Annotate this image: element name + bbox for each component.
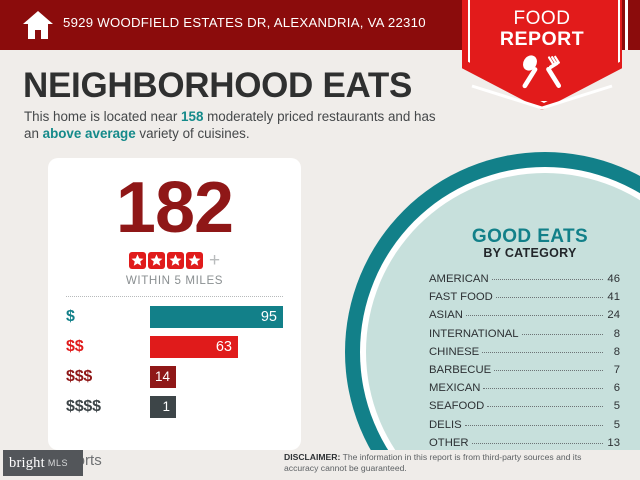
page-subtitle: This home is located near 158 moderately… [24,109,454,142]
star-rating: + [48,250,301,271]
leader-dots [491,278,603,280]
category-row: MEXICAN 6 [429,379,620,397]
spoon-fork-icon [522,55,562,89]
leader-dots [494,369,603,371]
disclaimer-body: The information in this report is from t… [284,452,582,473]
footer-bar [0,450,640,480]
disclaimer-label: DISCLAIMER: [284,452,341,462]
star-icon [147,252,165,269]
category-row: INTERNATIONAL 8 [429,325,620,343]
category-name: FAST FOOD [429,291,493,304]
price-level-value: 14 [154,369,170,384]
card-divider [66,296,283,297]
leader-dots [495,296,603,299]
star-icon [166,252,184,269]
price-level-bar: 95 [150,306,283,328]
price-level-label: $$$ [66,368,93,385]
good-eats-subtitle: BY CATEGORY [483,246,577,260]
restaurant-count: 182 [115,168,234,248]
price-level-value: 1 [162,399,170,414]
category-name: SEAFOOD [429,400,485,413]
category-row: SEAFOOD 5 [429,397,620,415]
leader-dots [483,387,603,390]
leader-dots [465,314,603,317]
subtitle-part-3: variety of cuisines. [135,125,250,141]
logo-mls-text: MLS [47,458,69,468]
logo-wordmark: bright [9,454,45,471]
category-count: 8 [613,345,620,358]
subtitle-part-2: moderately priced restaurants and has an [24,109,436,141]
category-row: DELIS 5 [429,416,620,434]
leader-dots [487,405,603,408]
category-row: CHINESE 8 [429,343,620,361]
category-row: AMERICAN 46 [429,270,620,288]
category-count: 46 [607,273,620,285]
price-level-label: $$$$ [66,398,101,415]
category-name: MEXICAN [429,382,481,395]
price-level-value: 63 [215,339,232,355]
price-level-bar: 63 [150,336,238,358]
star-icon [185,252,203,269]
price-level-row: $$ 63 [48,334,301,364]
bright-mls-logo: bright MLS [3,450,83,476]
price-level-row: $$$$ 1 [48,394,301,424]
category-row: FAST FOOD 41 [429,288,620,306]
price-level-value: 95 [260,309,277,325]
badge-line-1: FOOD [513,8,571,29]
category-name: BARBECUE [429,363,492,376]
category-row: BARBECUE 7 [429,361,620,379]
category-name: OTHER [429,436,469,449]
leader-dots [464,424,603,426]
property-address: 5929 WOODFIELD ESTATES DR, ALEXANDRIA, V… [63,15,426,30]
good-eats-title: GOOD EATS [471,226,589,247]
category-count: 5 [613,418,620,431]
category-count: 7 [613,363,620,376]
house-icon [23,11,53,39]
price-level-bar: 14 [150,366,176,388]
category-count: 6 [613,382,620,395]
category-row: OTHER 13 [429,434,620,452]
category-name: DELIS [429,418,462,431]
badge-side-stripe [625,0,628,50]
leader-dots [521,333,603,335]
leader-dots [471,442,603,444]
category-count: 8 [613,327,620,340]
category-name: INTERNATIONAL [429,327,519,340]
subtitle-part-1: This home is located near [24,109,182,124]
star-plus-label: + [208,250,221,271]
radius-label: WITHIN 5 MILES [125,274,224,287]
price-level-bar: 1 [150,396,176,418]
subtitle-highlight-count: 158 [181,109,204,124]
category-row: ASIAN 24 [429,306,620,324]
star-icon [128,252,146,269]
disclaimer-text: DISCLAIMER: The information in this repo… [284,452,614,473]
badge-label: FOOD REPORT [462,8,622,50]
subtitle-highlight-rating: above average [42,125,136,141]
price-level-row: $$$ 14 [48,364,301,394]
price-level-row: $95 [48,304,301,334]
category-count: 24 [607,309,620,322]
badge-chevron-icon [471,84,613,110]
price-level-label: $ [66,308,75,325]
page-title: NEIGHBORHOOD EATS [23,66,412,105]
category-name: CHINESE [429,345,480,358]
good-eats-category-list: AMERICAN 46 FAST FOOD 41 ASIAN 24 INTERNATIONA… [429,270,620,452]
leader-dots [482,351,603,353]
category-name: AMERICAN [429,273,489,285]
category-count: 13 [607,436,620,449]
category-count: 41 [607,291,620,304]
restaurant-summary-card: 182 + WITHIN 5 MILES $95 $$ 63 $$$ 14 $$$$ 1 [48,158,301,450]
category-name: ASIAN [429,309,463,322]
price-level-bar-chart: $95 $$ 63 $$$ 14 $$$$ 1 [48,304,301,424]
badge-line-2: REPORT [499,28,585,50]
category-count: 5 [613,400,620,413]
price-level-label: $$ [66,338,84,355]
